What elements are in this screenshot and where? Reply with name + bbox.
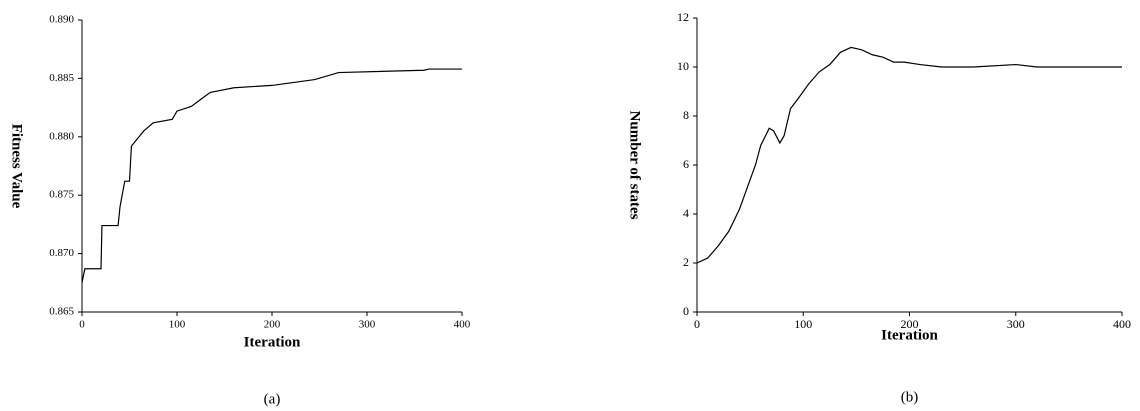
x-tick-label: 300 (359, 319, 376, 331)
x-tick-label: 0 (694, 317, 700, 331)
y-tick-label: 6 (683, 157, 689, 171)
y-tick-label: 0.875 (49, 189, 74, 201)
x-tick-label: 0 (79, 319, 85, 331)
caption: (b) (901, 389, 919, 405)
x-axis-title: Iteration (881, 327, 938, 343)
y-tick-label: 0.880 (49, 130, 74, 142)
x-tick-label: 400 (1113, 317, 1131, 331)
x-tick-label: 100 (169, 319, 186, 331)
y-tick-label: 0.885 (49, 72, 74, 84)
x-tick-label: 400 (454, 319, 471, 331)
x-tick-label: 300 (1007, 317, 1025, 331)
caption: (a) (264, 391, 281, 407)
y-tick-label: 0 (683, 304, 689, 318)
x-tick-label: 200 (901, 317, 919, 331)
y-tick-label: 10 (677, 59, 689, 73)
y-tick-label: 2 (683, 255, 689, 269)
y-tick-label: 0.870 (49, 247, 74, 259)
y-tick-label: 4 (683, 206, 689, 220)
y-tick-label: 0.865 (49, 306, 74, 318)
y-tick-label: 12 (677, 10, 689, 24)
data-line (81, 68, 462, 283)
data-line (696, 46, 1122, 264)
y-tick-label: 8 (683, 108, 689, 122)
y-axis-title: Number of states (627, 111, 643, 220)
x-tick-label: 200 (264, 319, 281, 331)
x-tick-label: 100 (794, 317, 812, 331)
x-axis-title: Iteration (244, 334, 301, 350)
y-axis-title: Fitness Value (9, 124, 25, 209)
y-tick-label: 0.890 (49, 14, 74, 26)
